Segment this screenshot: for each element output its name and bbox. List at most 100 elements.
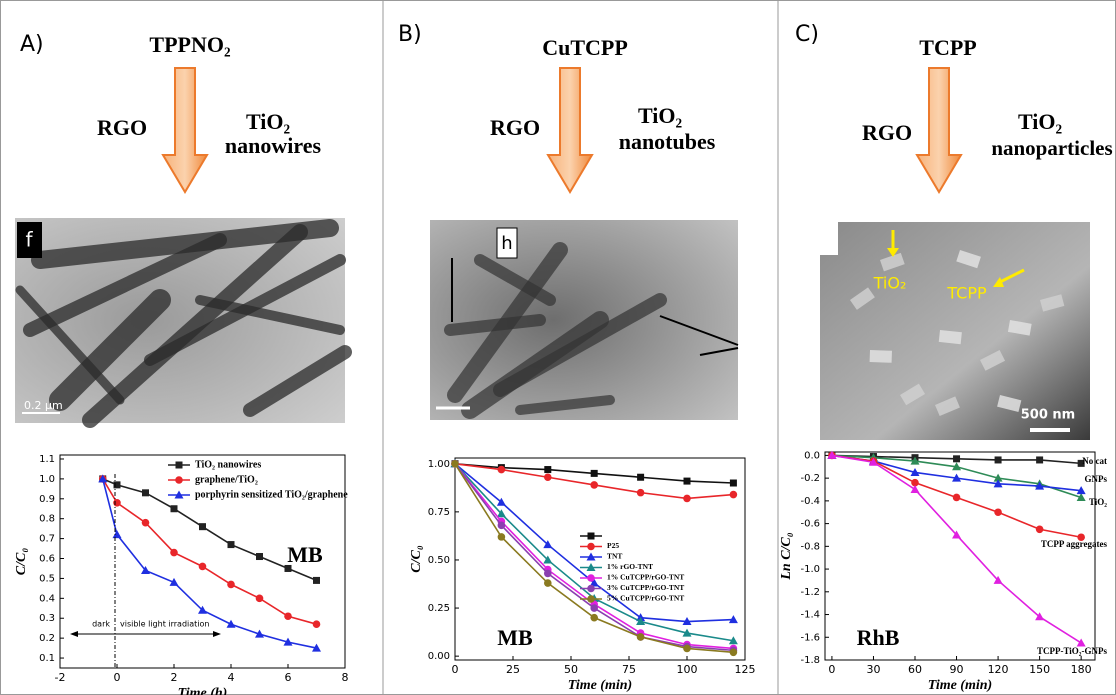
marker	[729, 648, 738, 657]
legend-marker	[586, 563, 596, 571]
image-annotation: TiO₂	[873, 274, 907, 293]
marker	[544, 569, 552, 578]
arrow-head	[70, 631, 78, 637]
series-label: TCPP aggregates	[1041, 539, 1108, 549]
y-tick-label: 0.5	[39, 573, 55, 584]
x-tick-label: 6	[285, 671, 292, 684]
flake	[1040, 294, 1065, 312]
marker	[497, 465, 506, 474]
arrow	[161, 67, 209, 194]
nanotubes	[444, 242, 667, 419]
left-label: RGO	[862, 120, 912, 145]
marker	[227, 580, 235, 589]
legend-label: 1% rGO-TNT	[607, 562, 653, 571]
marker	[729, 490, 738, 499]
marker	[497, 533, 506, 541]
flake	[997, 394, 1022, 412]
marker	[637, 473, 645, 481]
annotation: dark	[92, 620, 110, 629]
nanowire	[23, 233, 227, 337]
y-tick-label: 0.50	[428, 555, 450, 566]
flake	[1007, 320, 1032, 336]
flake	[869, 350, 892, 363]
left-label: RGO	[490, 115, 540, 140]
flake	[938, 330, 962, 345]
y-tick-label: 0.8	[39, 514, 55, 525]
y-tick-label: -1.0	[800, 564, 820, 575]
marker	[544, 473, 552, 482]
marker	[1076, 492, 1086, 501]
marker	[141, 518, 150, 527]
marker	[227, 541, 235, 549]
series-label: No cat	[1082, 456, 1107, 466]
panel-label: B)	[398, 22, 422, 47]
legend-marker	[587, 574, 595, 582]
x-tick-label: 150	[1029, 663, 1050, 676]
marker	[868, 457, 878, 466]
y-tick-label: 0.7	[39, 534, 55, 545]
marker	[199, 523, 206, 531]
x-tick-label: 0	[452, 663, 459, 676]
nanotube	[474, 254, 556, 306]
x-tick-label: 0	[828, 663, 835, 676]
marker	[1035, 525, 1044, 534]
y-tick-label: 0.75	[428, 507, 450, 518]
legend-marker	[175, 476, 183, 484]
series-label: GNPs	[1085, 474, 1108, 484]
annotation: MB	[497, 625, 533, 650]
pointer	[997, 268, 1025, 285]
marker	[590, 604, 598, 612]
right-label: TiO₂	[638, 103, 683, 128]
marker	[451, 459, 459, 468]
pointer-head	[887, 248, 899, 257]
marker	[543, 555, 553, 564]
image-annotation: TCPP	[946, 284, 987, 303]
y-tick-label: -0.8	[800, 541, 820, 552]
marker	[994, 508, 1002, 517]
x-tick-label: 2	[171, 671, 178, 684]
legend-marker	[587, 595, 595, 603]
marker	[198, 605, 207, 614]
image-tag	[496, 227, 518, 259]
marker	[226, 619, 236, 628]
marker	[496, 509, 506, 518]
nanotube	[493, 293, 667, 397]
y-tick-label: 0.2	[39, 633, 55, 644]
y-axis-label: C/C₀	[409, 545, 424, 573]
marker	[313, 576, 320, 584]
marker	[590, 469, 598, 477]
legend-label: P25	[607, 541, 619, 550]
y-tick-label: 1.00	[428, 459, 450, 470]
marker	[910, 467, 920, 476]
nanotube	[515, 395, 615, 415]
x-tick-label: 50	[564, 663, 578, 676]
marker	[170, 548, 178, 557]
legend-label: 1% CuTCPP/rGO-TNT	[607, 573, 684, 582]
marker	[590, 481, 598, 489]
y-tick-label: 0.00	[428, 651, 450, 662]
y-tick-label: -1.4	[800, 610, 820, 621]
y-tick-label: 0.0	[804, 450, 820, 461]
y-tick-label: 0.4	[39, 593, 55, 604]
x-tick-label: 120	[988, 663, 1009, 676]
panel-label: C)	[795, 22, 819, 47]
marker	[952, 473, 962, 482]
x-tick-label: 30	[866, 663, 880, 676]
marker	[142, 489, 149, 497]
marker	[170, 505, 178, 513]
nanowire	[49, 289, 171, 411]
nanowire	[243, 345, 352, 417]
marker	[255, 629, 264, 638]
right-label: TiO₂	[1018, 109, 1063, 134]
marker	[98, 474, 108, 483]
x-axis-label: Time (h)	[178, 686, 228, 695]
x-tick-label: -2	[55, 671, 66, 684]
marker	[636, 488, 645, 497]
marker	[682, 628, 692, 637]
marker	[284, 564, 292, 572]
marker	[113, 498, 121, 507]
marker	[728, 615, 738, 624]
marker	[1035, 612, 1045, 621]
marker	[683, 494, 691, 503]
marker	[910, 456, 920, 465]
